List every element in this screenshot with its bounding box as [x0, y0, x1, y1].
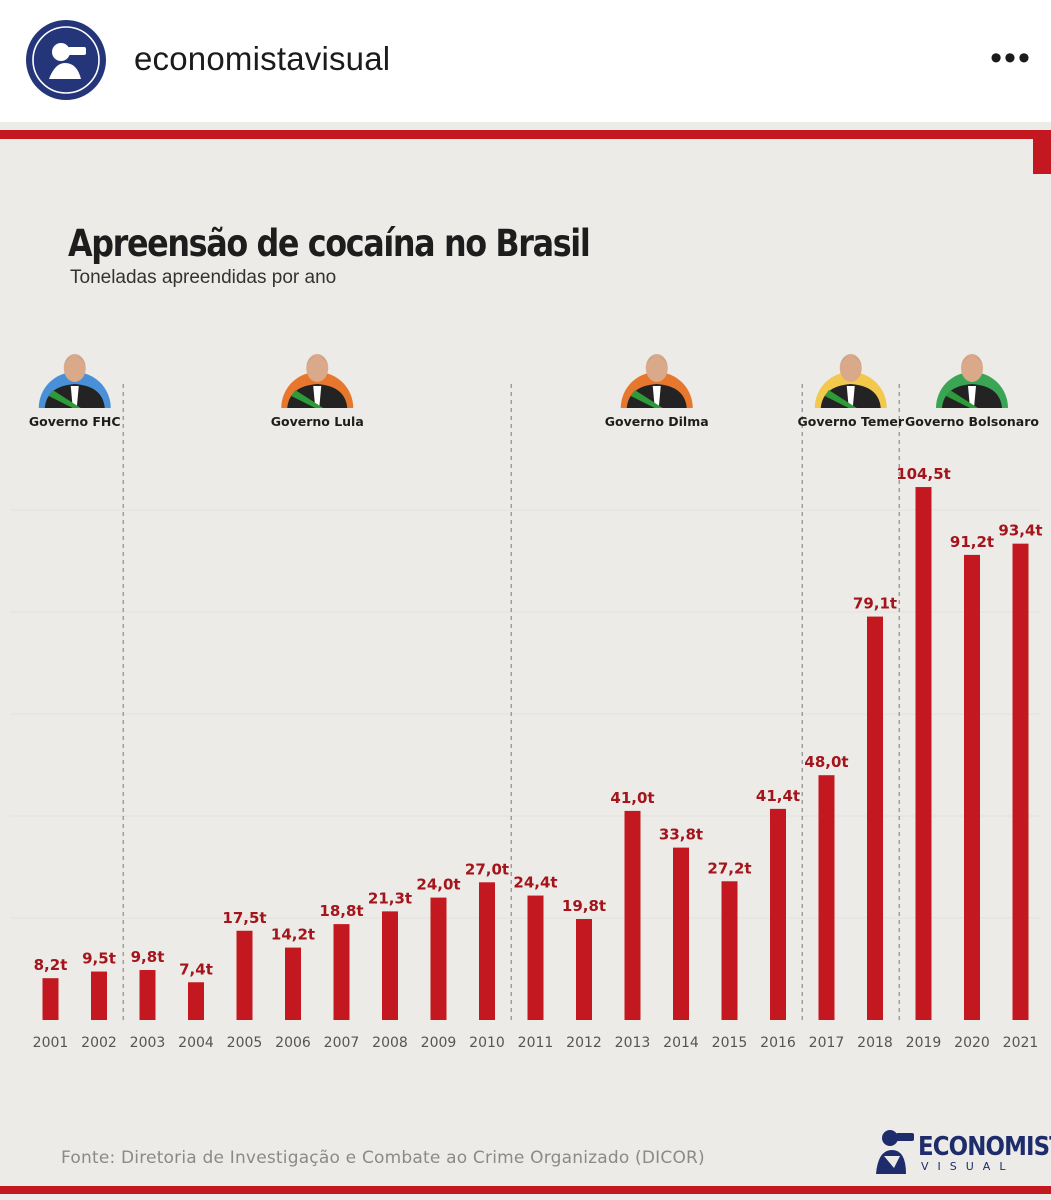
year-label: 2020	[954, 1035, 990, 1051]
value-label: 33,8t	[659, 826, 703, 844]
bar-2001	[42, 978, 59, 1020]
year-label: 2012	[566, 1035, 602, 1051]
government-label: Governo Bolsonaro	[905, 414, 1039, 429]
government-portrait-icon	[814, 354, 887, 408]
top-red-stripe	[0, 130, 1051, 139]
bar-2002	[91, 971, 107, 1020]
year-label: 2016	[760, 1035, 796, 1051]
bar-2014	[673, 847, 689, 1020]
bar-2013	[624, 810, 641, 1020]
value-label: 93,4t	[998, 522, 1042, 540]
year-label: 2021	[1003, 1035, 1039, 1051]
value-label: 79,1t	[853, 595, 897, 613]
value-label: 8,2t	[34, 956, 68, 974]
year-label: 2014	[663, 1035, 699, 1051]
bar-2010	[479, 882, 495, 1020]
bar-2016	[770, 808, 786, 1020]
profile-avatar[interactable]	[25, 19, 107, 101]
chart-subtitle: Toneladas apreendidas por ano	[70, 267, 337, 288]
value-label: 24,4t	[513, 874, 557, 892]
bar-chart: Governo FHC Governo Lula Governo Dilma Gove…	[10, 354, 1043, 1051]
post-header: economistavisual •••	[0, 0, 1051, 122]
year-label: 2011	[518, 1035, 554, 1051]
value-label: 104,5t	[896, 465, 951, 483]
bar-2020	[964, 554, 980, 1020]
year-label: 2018	[857, 1035, 893, 1051]
year-label: 2015	[712, 1035, 748, 1051]
government-label: Governo FHC	[29, 414, 121, 429]
year-label: 2009	[421, 1035, 457, 1051]
more-options-icon[interactable]: •••	[990, 39, 1032, 77]
value-label: 41,4t	[756, 787, 800, 805]
year-label: 2006	[275, 1035, 311, 1051]
value-label: 91,2t	[950, 533, 994, 551]
value-label: 41,0t	[610, 789, 654, 807]
year-label: 2002	[81, 1035, 117, 1051]
value-label: 7,4t	[179, 960, 213, 978]
year-label: 2001	[33, 1035, 69, 1051]
bar-2021	[1012, 543, 1029, 1020]
source-note: Fonte: Diretoria de Investigação e Comba…	[61, 1148, 705, 1168]
bar-2015	[721, 881, 738, 1020]
value-label: 18,8t	[319, 902, 363, 920]
brand-name: ECONOMISTA	[918, 1132, 1051, 1162]
bar-2011	[527, 895, 544, 1020]
bar-2006	[285, 947, 301, 1020]
government-portrait-icon	[936, 354, 1008, 408]
bar-2018	[867, 616, 883, 1020]
government-label: Governo Lula	[271, 414, 364, 429]
bar-2009	[430, 897, 447, 1020]
year-label: 2008	[372, 1035, 408, 1051]
value-label: 27,2t	[707, 859, 751, 877]
value-label: 17,5t	[222, 909, 266, 927]
brand-subtitle: VISUAL	[921, 1160, 1015, 1173]
bar-2003	[139, 970, 156, 1020]
year-label: 2017	[809, 1035, 845, 1051]
bar-2012	[576, 919, 592, 1020]
year-label: 2013	[615, 1035, 651, 1051]
year-label: 2004	[178, 1035, 214, 1051]
value-label: 27,0t	[465, 860, 509, 878]
bottom-red-stripe	[0, 1186, 1051, 1194]
government-label: Governo Temer	[798, 414, 905, 429]
bar-2008	[382, 911, 398, 1020]
corner-red-tab	[1033, 130, 1051, 174]
bar-2005	[236, 930, 253, 1020]
year-label: 2007	[324, 1035, 360, 1051]
year-label: 2005	[227, 1035, 263, 1051]
government-portrait-icon	[281, 354, 354, 408]
bar-2019	[915, 487, 932, 1020]
value-label: 19,8t	[562, 897, 606, 915]
profile-username[interactable]: economistavisual	[134, 40, 391, 77]
economista-visual-logo-icon	[876, 1130, 914, 1174]
value-label: 9,5t	[82, 950, 116, 968]
government-portrait-icon	[38, 354, 111, 408]
year-label: 2003	[130, 1035, 166, 1051]
value-label: 21,3t	[368, 889, 412, 907]
year-label: 2010	[469, 1035, 505, 1051]
bar-2004	[188, 982, 204, 1020]
year-label: 2019	[906, 1035, 942, 1051]
bar-2007	[333, 924, 350, 1020]
chart-title: Apreensão de cocaína no Brasil	[68, 222, 591, 265]
government-portrait-icon	[620, 354, 693, 408]
infographic-post: Apreensão de cocaína no Brasil Toneladas…	[0, 122, 1051, 1200]
value-label: 14,2t	[271, 926, 315, 944]
government-label: Governo Dilma	[605, 414, 709, 429]
value-label: 9,8t	[131, 948, 165, 966]
bar-2017	[818, 775, 835, 1020]
value-label: 24,0t	[416, 876, 460, 894]
value-label: 48,0t	[804, 753, 848, 771]
